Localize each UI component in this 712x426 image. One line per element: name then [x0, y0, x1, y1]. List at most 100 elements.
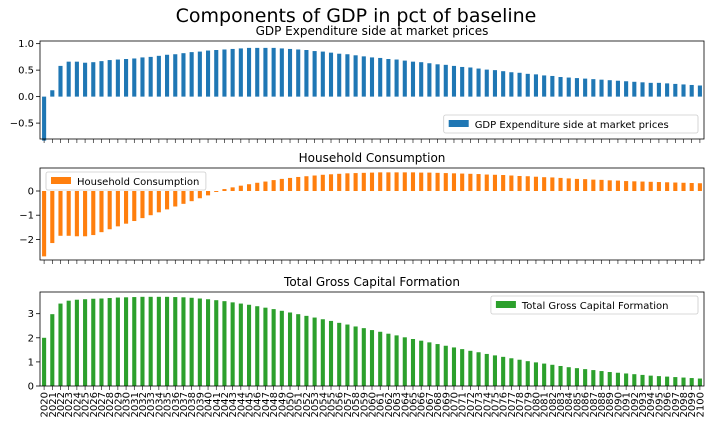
household-consumption-bar	[42, 191, 47, 257]
gross-capital-formation-bar	[189, 297, 194, 386]
household-consumption-bar	[599, 179, 604, 191]
xtick-label: 2086	[581, 392, 592, 417]
household-consumption-bar	[632, 181, 637, 191]
gdp-expenditure-bar	[83, 62, 88, 97]
gdp-expenditure-bar	[304, 50, 309, 97]
gross-capital-formation-bar	[255, 306, 260, 386]
household-consumption-bar	[501, 175, 506, 191]
gross-capital-formation-bar	[435, 344, 440, 386]
xtick-label: 2053	[310, 392, 321, 417]
household-consumption-ytick-label: 0	[28, 187, 34, 198]
household-consumption-bar	[394, 172, 399, 191]
gdp-expenditure-bar	[501, 71, 506, 97]
gdp-expenditure-bar	[640, 82, 645, 97]
gdp-expenditure-legend-swatch	[448, 120, 469, 127]
gdp-expenditure-bar	[443, 64, 448, 97]
household-consumption-legend: Household Consumption	[45, 171, 207, 191]
gross-capital-formation-bar	[591, 370, 596, 386]
gdp-expenditure-bar	[550, 75, 555, 97]
xtick-label: 2030	[122, 392, 133, 417]
gdp-expenditure-bar	[156, 55, 161, 97]
household-consumption-bar	[156, 191, 161, 213]
xtick-label: 2050	[286, 392, 297, 417]
gdp-expenditure-bar	[468, 67, 473, 97]
gdp-expenditure-bar	[517, 72, 522, 97]
household-consumption-bar	[386, 172, 391, 191]
gdp-expenditure-bar	[181, 53, 186, 97]
gross-capital-formation-bar	[665, 376, 670, 386]
gross-capital-formation-bar	[124, 297, 129, 386]
household-consumption-bar	[435, 172, 440, 191]
gdp-expenditure-ytick-label: 1.0	[18, 39, 34, 50]
xtick-label: 2021	[48, 392, 59, 417]
household-consumption-bar	[222, 189, 227, 191]
gross-capital-formation-bar	[206, 299, 211, 386]
gdp-expenditure-bar	[206, 50, 211, 97]
gross-capital-formation-bar	[50, 314, 55, 386]
household-consumption-bar	[165, 191, 170, 210]
xtick-label: 2027	[97, 392, 108, 417]
household-consumption-bar	[255, 182, 260, 191]
xtick-label: 2040	[204, 392, 215, 417]
gross-capital-formation-bar	[312, 317, 317, 386]
gross-capital-formation-ytick-label: 2	[28, 333, 34, 344]
gross-capital-formation-bar	[607, 372, 612, 386]
gdp-expenditure-bar	[107, 60, 112, 97]
xtick-label: 2097	[671, 392, 682, 417]
household-consumption-bar	[410, 172, 416, 191]
gdp-expenditure-bar	[607, 80, 612, 97]
gross-capital-formation-bar	[238, 303, 243, 386]
gross-capital-formation-bar	[353, 326, 358, 386]
gross-capital-formation-bar	[427, 342, 432, 386]
xtick-label: 2046	[253, 392, 264, 417]
xtick-label: 2089	[605, 392, 616, 417]
gross-capital-formation-bar	[165, 296, 170, 386]
household-consumption-bar	[132, 191, 137, 222]
xtick-label: 2054	[318, 392, 329, 417]
gdp-expenditure-bar	[509, 72, 514, 97]
gross-capital-formation-bar	[132, 297, 137, 386]
household-consumption-bar	[681, 182, 686, 191]
xtick-label: 2077	[507, 392, 518, 417]
gross-capital-formation-bar	[328, 320, 334, 386]
gross-capital-formation-bar	[689, 378, 694, 386]
xtick-label: 2028	[105, 392, 116, 417]
gdp-expenditure-legend-label: GDP Expenditure side at market prices	[475, 120, 669, 131]
x-axis-labels: 2020202120222023202420252026202720282029…	[40, 392, 707, 417]
gross-capital-formation-bar	[632, 374, 637, 386]
xtick-label: 2025	[81, 392, 92, 417]
household-consumption-bar	[468, 173, 473, 191]
household-consumption-bar	[361, 172, 366, 191]
gross-capital-formation-bar	[279, 310, 284, 386]
gdp-expenditure-bar	[476, 68, 481, 97]
xtick-label: 2024	[72, 392, 83, 417]
xtick-label: 2090	[613, 392, 624, 417]
xtick-label: 2048	[269, 392, 280, 417]
household-consumption-bar	[58, 191, 63, 236]
household-consumption-bar	[558, 177, 563, 191]
gross-capital-formation-bar	[263, 307, 268, 386]
gross-capital-formation-bar	[681, 377, 686, 386]
household-consumption-ytick-label: −1	[19, 211, 34, 222]
xtick-label: 2039	[195, 392, 206, 417]
xtick-label: 2087	[589, 392, 600, 417]
gross-capital-formation-bar	[583, 369, 588, 386]
household-consumption-bar	[460, 173, 465, 191]
xtick-label: 2060	[368, 392, 379, 417]
figure-suptitle: Components of GDP in pct of baseline	[176, 5, 537, 27]
gdp-expenditure-bar	[574, 78, 579, 97]
xtick-label: 2059	[359, 392, 370, 417]
household-consumption-bar	[369, 172, 375, 191]
gross-capital-formation-bar	[156, 296, 161, 386]
gdp-expenditure-bar	[287, 48, 293, 97]
gdp-expenditure-bar	[238, 48, 243, 97]
xtick-label: 2035	[163, 392, 174, 417]
gross-capital-formation-bar	[501, 356, 506, 386]
xtick-label: 2064	[400, 392, 411, 417]
xtick-label: 2081	[540, 392, 551, 417]
gdp-expenditure-bar	[665, 83, 670, 97]
xtick-label: 2038	[187, 392, 198, 417]
gross-capital-formation-bar	[214, 300, 219, 386]
household-consumption-bar	[197, 191, 202, 199]
gdp-expenditure-bar	[74, 61, 79, 97]
